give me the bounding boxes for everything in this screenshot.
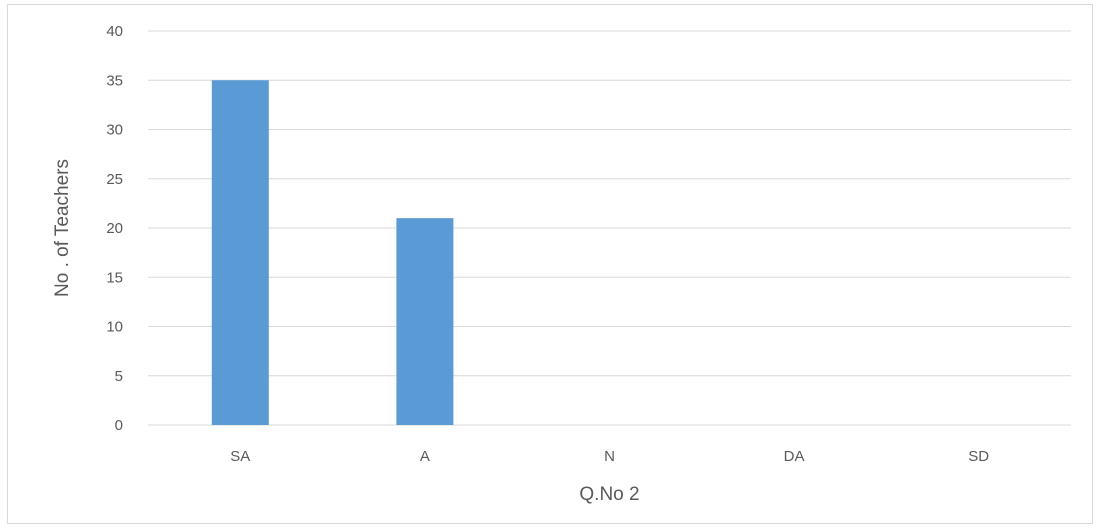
y-tick-label: 30 bbox=[106, 122, 123, 139]
bar-a bbox=[396, 218, 454, 425]
x-tick-label: A bbox=[420, 448, 430, 465]
x-axis-ticks: SA A N DA SD bbox=[230, 448, 989, 465]
y-tick-label: 40 bbox=[106, 23, 123, 40]
x-axis-title: Q.No 2 bbox=[579, 484, 639, 505]
y-tick-label: 0 bbox=[115, 417, 123, 434]
x-tick-label: N bbox=[604, 448, 615, 465]
x-tick-label: SA bbox=[230, 448, 250, 465]
bar-chart: 0 5 10 15 20 25 30 35 40 SA A N DA SD No . of Teache… bbox=[52, 23, 1071, 505]
y-axis-title: No . of Teachers bbox=[52, 159, 73, 297]
bars bbox=[211, 80, 454, 425]
y-tick-label: 35 bbox=[106, 72, 123, 89]
y-tick-label: 15 bbox=[106, 269, 123, 286]
y-tick-label: 5 bbox=[115, 368, 123, 385]
x-tick-label: DA bbox=[784, 448, 805, 465]
x-tick-label: SD bbox=[968, 448, 989, 465]
y-tick-label: 10 bbox=[106, 319, 123, 336]
gridlines bbox=[148, 30, 1071, 426]
y-tick-label: 25 bbox=[106, 171, 123, 188]
y-tick-label: 20 bbox=[106, 220, 123, 237]
bar-sa bbox=[211, 80, 269, 425]
chart-frame: 0 5 10 15 20 25 30 35 40 SA A N DA SD No . of Teache… bbox=[7, 4, 1093, 524]
y-axis-ticks: 0 5 10 15 20 25 30 35 40 bbox=[106, 23, 123, 434]
